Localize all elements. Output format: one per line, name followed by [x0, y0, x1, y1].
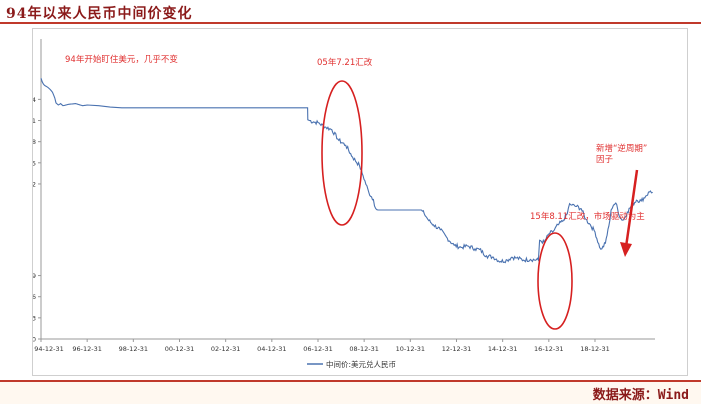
annotation-arrow [624, 169, 639, 248]
annotation-countercyclical-2: 因子 [596, 155, 614, 165]
x-tick-label: 18-12-31 [580, 345, 610, 353]
legend-label: 中间价:美元兑人民币 [326, 359, 396, 369]
x-tick-label: 00-12-31 [165, 345, 195, 353]
x-tick-label: 06-12-31 [303, 345, 333, 353]
source-label: 数据来源：Wind [592, 388, 689, 403]
legend: 中间价:美元兑人民币 [307, 359, 396, 369]
annotation-peg: 94年开始盯住美元，几乎不变 [65, 54, 178, 65]
x-tick-label: 04-12-31 [257, 345, 287, 353]
y-tick-label: 7.8 [33, 138, 36, 146]
x-tick-label: 98-12-31 [119, 345, 149, 353]
footer: 数据来源：Wind [0, 380, 701, 404]
x-tick-label: 16-12-31 [534, 345, 564, 353]
y-tick-label: 7.5 [33, 159, 36, 167]
annotation-arrow-head [620, 242, 632, 257]
y-tick-label: 8.4 [33, 96, 36, 104]
y-tick-label: 8.1 [33, 117, 36, 125]
chart-container: 5.0 5.3 5.6 5.9 7.2 7.5 7.8 8.1 8.4 94-12-31 96-1… [26, 28, 688, 376]
x-tick-label: 96-12-31 [72, 345, 102, 353]
y-tick-label: 7.2 [33, 180, 36, 188]
ellipse-2005 [321, 80, 363, 226]
x-axis: 94-12-31 96-12-31 98-12-31 00-12-31 02-12-31… [34, 338, 655, 353]
title-bar: 94年以来人民币中间价变化 [0, 0, 701, 24]
y-tick-label: 5.3 [33, 314, 36, 322]
x-tick-label: 94-12-31 [34, 345, 64, 353]
y-tick-label: 5.6 [33, 293, 36, 301]
series-line-usd-cny [40, 78, 653, 264]
annotation-2005-reform: 05年7.21汇改 [317, 57, 373, 68]
y-tick-label: 5.9 [33, 272, 36, 280]
page-title: 94年以来人民币中间价变化 [6, 6, 193, 22]
plot-area [40, 78, 653, 264]
annotations: 94年开始盯住美元，几乎不变 05年7.21汇改 15年8.11汇改，市场驱动为… [65, 54, 647, 330]
annotation-countercyclical-1: 新增“逆周期” [596, 143, 647, 154]
y-axis: 5.0 5.3 5.6 5.9 7.2 7.5 7.8 8.1 8.4 [26, 39, 42, 344]
line-chart: 5.0 5.3 5.6 5.9 7.2 7.5 7.8 8.1 8.4 94-12-31 96-1… [26, 39, 655, 369]
x-tick-label: 14-12-31 [488, 345, 518, 353]
y-tick-label: 5.0 [33, 336, 36, 344]
annotation-2015-reform: 15年8.11汇改，市场驱动为主 [530, 211, 645, 222]
x-tick-label: 02-12-31 [211, 345, 241, 353]
x-tick-label: 08-12-31 [349, 345, 379, 353]
ellipse-2015 [537, 232, 573, 330]
x-tick-label: 10-12-31 [396, 345, 426, 353]
x-tick-label: 12-12-31 [442, 345, 472, 353]
